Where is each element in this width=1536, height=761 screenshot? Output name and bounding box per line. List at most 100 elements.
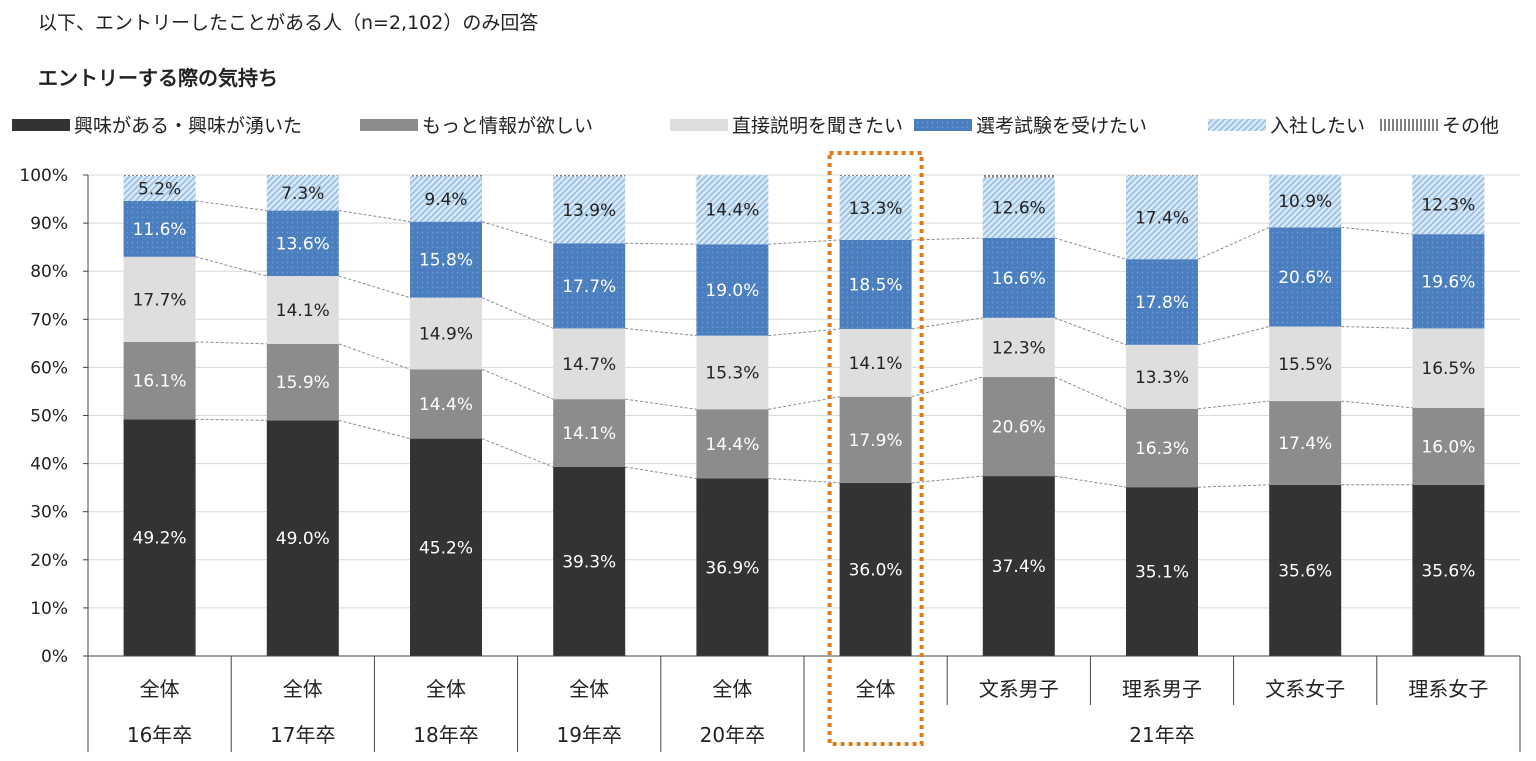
bar-segment xyxy=(696,244,769,336)
data-label: 37.4% xyxy=(992,557,1046,577)
bar-segment xyxy=(1269,326,1342,402)
bar-segment xyxy=(123,175,196,201)
bar-segment xyxy=(266,210,339,277)
bar-segment xyxy=(839,396,912,483)
legend-label: 直接説明を聞きたい xyxy=(732,115,903,137)
connector-line xyxy=(338,343,411,370)
x-category-label: 全体 xyxy=(712,677,752,701)
bar-segment xyxy=(696,409,769,479)
legend-label: 入社したい xyxy=(1270,115,1365,137)
data-label: 12.3% xyxy=(992,338,1046,358)
bar-segment xyxy=(266,276,339,344)
data-label: 17.4% xyxy=(1135,208,1189,228)
legend-swatch xyxy=(1208,119,1266,131)
bar-segment xyxy=(553,243,626,329)
bar-segment xyxy=(982,317,1055,378)
data-label: 36.0% xyxy=(849,560,903,580)
y-tick-label: 0% xyxy=(41,647,68,667)
data-label: 49.0% xyxy=(276,529,330,549)
x-group-label: 21年卒 xyxy=(1129,723,1194,747)
bar-segment xyxy=(982,377,1055,477)
bar-segment xyxy=(1269,175,1342,228)
y-tick-label: 100% xyxy=(19,166,68,186)
bar-segment xyxy=(410,175,482,177)
legend-swatch xyxy=(914,119,972,131)
data-label: 16.5% xyxy=(1421,359,1475,379)
data-label: 16.3% xyxy=(1135,439,1189,459)
bar-segment xyxy=(1269,401,1342,485)
bar-segment xyxy=(982,175,1055,178)
bar-segment xyxy=(1412,175,1485,235)
data-label: 14.1% xyxy=(276,301,330,321)
bar-segment xyxy=(839,482,912,656)
data-label: 14.1% xyxy=(849,354,903,374)
bar-segment xyxy=(266,175,339,211)
legend-swatch xyxy=(670,119,728,131)
connector-line xyxy=(1197,484,1270,488)
data-label: 14.4% xyxy=(705,201,759,221)
x-category-label: 文系女子 xyxy=(1265,677,1345,701)
data-label: 17.9% xyxy=(849,431,903,451)
connector-line xyxy=(1054,317,1127,346)
connector-line xyxy=(1197,400,1270,410)
bar-segment xyxy=(696,478,769,656)
data-label: 10.9% xyxy=(1278,192,1332,212)
data-label: 14.4% xyxy=(419,395,473,415)
connector-line xyxy=(768,239,840,245)
bar-segment xyxy=(1126,487,1198,656)
data-label: 17.4% xyxy=(1278,434,1332,454)
data-label: 9.4% xyxy=(424,190,467,210)
connector-line xyxy=(625,242,697,245)
bar-segment xyxy=(410,221,482,298)
x-category-label: 全体 xyxy=(569,677,609,701)
bar-segment xyxy=(123,175,196,176)
connector-line xyxy=(195,200,267,212)
data-label: 14.9% xyxy=(419,324,473,344)
connector-line xyxy=(1197,226,1270,260)
data-label: 14.7% xyxy=(562,355,616,375)
bar-segment xyxy=(1126,175,1198,260)
connector-line xyxy=(1341,400,1413,409)
y-tick-label: 20% xyxy=(30,551,68,571)
data-label: 13.9% xyxy=(562,201,616,221)
x-group-label: 20年卒 xyxy=(700,723,765,747)
legend-swatch xyxy=(360,119,418,131)
x-group-label: 16年卒 xyxy=(127,723,192,747)
bar-segment xyxy=(553,328,626,400)
data-label: 35.6% xyxy=(1278,561,1332,581)
connector-line xyxy=(911,376,983,398)
bar-segment xyxy=(1412,234,1485,329)
bar-segment xyxy=(982,238,1055,318)
bar-segment xyxy=(1269,484,1342,656)
highlight-rect xyxy=(827,151,924,746)
data-label: 18.5% xyxy=(849,275,903,295)
bar-segment xyxy=(1126,344,1198,409)
connector-line xyxy=(195,341,267,345)
legend-label: 選考試験を受けたい xyxy=(976,115,1147,137)
connector-line xyxy=(195,418,267,421)
x-group-label: 17年卒 xyxy=(270,723,335,747)
x-category-label: 理系男子 xyxy=(1122,677,1202,701)
bar-segment xyxy=(839,175,912,240)
connector-line xyxy=(768,328,840,337)
connector-line xyxy=(1197,326,1270,346)
bar-segment xyxy=(553,176,626,244)
connector-line xyxy=(338,275,411,299)
connector-line xyxy=(1054,237,1127,260)
x-category-label: 全体 xyxy=(856,677,896,701)
connector-line xyxy=(481,297,554,329)
bar-segment xyxy=(982,177,1055,239)
x-category-label: 全体 xyxy=(426,677,466,701)
bar-segment xyxy=(266,343,339,421)
x-group-label: 18年卒 xyxy=(413,723,478,747)
connector-line xyxy=(1054,376,1127,410)
bar-segment xyxy=(266,420,339,656)
data-label: 7.3% xyxy=(281,184,324,204)
data-label: 45.2% xyxy=(419,538,473,558)
bar-segment xyxy=(553,466,626,656)
x-axis-categories: 全体 全体 全体 全体 全体 全体 文系男子 理系男子 文系女子 理系女子 16年卒 17年卒 18年卒… xyxy=(87,655,1521,752)
connector-line xyxy=(1341,226,1413,235)
bar-segment xyxy=(1126,259,1198,345)
connector-line xyxy=(1341,326,1413,329)
